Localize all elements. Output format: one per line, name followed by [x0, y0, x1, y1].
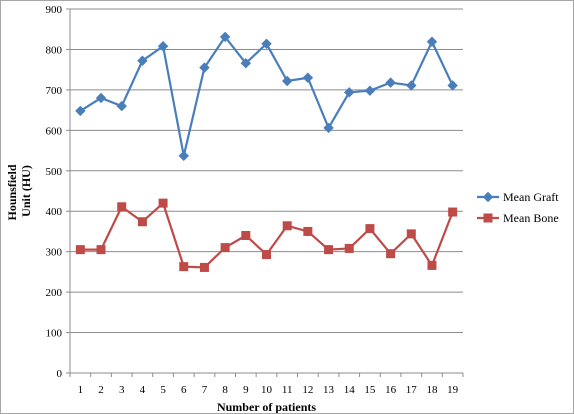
data-point: [75, 105, 86, 117]
x-tick-label: 18: [426, 384, 438, 396]
x-tick-label: 1: [78, 384, 84, 396]
legend-item-2: Mean Bone: [477, 211, 559, 225]
data-point: [157, 41, 169, 52]
x-tick-label: 16: [385, 384, 397, 396]
x-tick-label: 4: [140, 384, 146, 396]
legend-marker: [483, 213, 493, 223]
x-tick-label: 8: [222, 384, 228, 396]
data-point: [116, 100, 127, 112]
data-point: [406, 80, 417, 91]
x-tick-label: 3: [119, 384, 125, 396]
legend-marker: [482, 191, 494, 203]
data-point: [406, 229, 416, 239]
x-tick-label: 15: [364, 384, 376, 396]
y-tick-label: 500: [46, 166, 63, 178]
data-point: [178, 150, 189, 162]
x-tick-label: 11: [282, 384, 293, 396]
legend: Mean Graft Mean Bone: [477, 190, 559, 225]
data-point: [261, 38, 272, 49]
y-tick-label: 0: [57, 368, 63, 380]
y-axis-title-line-1: Hounsfield: [5, 164, 19, 220]
data-point: [75, 245, 85, 255]
data-point: [117, 202, 127, 212]
data-point: [302, 72, 314, 83]
data-point: [137, 55, 148, 66]
data-point: [137, 217, 147, 227]
x-tick-label: 7: [202, 384, 208, 396]
x-tick-label: 2: [98, 384, 104, 396]
y-tick-label: 100: [46, 328, 63, 340]
data-point: [199, 262, 209, 272]
data-point: [219, 31, 231, 43]
x-axis-title: Number of patients: [217, 400, 316, 414]
series-2: [75, 198, 458, 272]
data-point: [158, 198, 168, 208]
y-tick-label: 900: [46, 4, 63, 16]
data-point: [364, 85, 376, 96]
series-group: [75, 31, 458, 272]
data-point: [95, 92, 107, 104]
data-point: [240, 57, 252, 69]
y-tick-label: 300: [46, 247, 63, 259]
data-point: [220, 243, 230, 253]
x-axis-ticks: 1 2 3 4 5 6 7 8 9 10 11 12 13 14 15 16 17 18 19: [69, 373, 464, 396]
y-axis-title: Hounsfield Unit (HU): [5, 161, 33, 220]
data-point: [426, 36, 438, 47]
y-tick-label: 200: [46, 287, 63, 299]
data-point: [427, 260, 437, 270]
data-point: [281, 75, 293, 87]
data-point: [96, 245, 106, 255]
plot-area: [69, 9, 463, 374]
x-tick-label: 12: [302, 384, 313, 396]
x-tick-label: 6: [181, 384, 187, 396]
data-point: [344, 243, 354, 253]
data-point: [385, 77, 396, 88]
y-tick-label: 600: [46, 125, 63, 137]
data-point: [386, 249, 396, 259]
legend-label: Mean Graft: [503, 190, 559, 204]
data-point: [199, 62, 210, 73]
y-axis-ticks: 0 100 200 300 400 500 600 700 800 900: [46, 4, 70, 380]
gridlines: [70, 8, 463, 334]
data-point: [303, 226, 313, 236]
x-tick-label: 5: [160, 384, 166, 396]
data-point: [324, 245, 334, 255]
y-axis-title-line-2: Unit (HU): [19, 165, 33, 217]
y-tick-label: 800: [46, 44, 63, 56]
x-tick-label: 10: [261, 384, 273, 396]
y-tick-label: 700: [46, 85, 63, 97]
series-1: [75, 31, 458, 162]
x-tick-label: 17: [406, 384, 418, 396]
data-point: [262, 249, 271, 259]
data-point: [241, 230, 251, 240]
data-point: [448, 207, 458, 217]
data-point: [323, 122, 334, 134]
legend-label: Mean Bone: [503, 211, 559, 225]
x-tick-label: 13: [323, 384, 335, 396]
x-tick-label: 19: [447, 384, 459, 396]
data-point: [365, 224, 375, 234]
series-line: [79, 35, 454, 157]
x-tick-label: 9: [243, 384, 249, 396]
x-tick-label: 14: [344, 384, 356, 396]
data-point: [344, 87, 355, 98]
y-tick-label: 400: [46, 206, 63, 218]
data-point: [447, 80, 458, 91]
data-point: [282, 221, 292, 231]
data-point: [179, 262, 189, 272]
legend-item-1: Mean Graft: [477, 190, 559, 204]
